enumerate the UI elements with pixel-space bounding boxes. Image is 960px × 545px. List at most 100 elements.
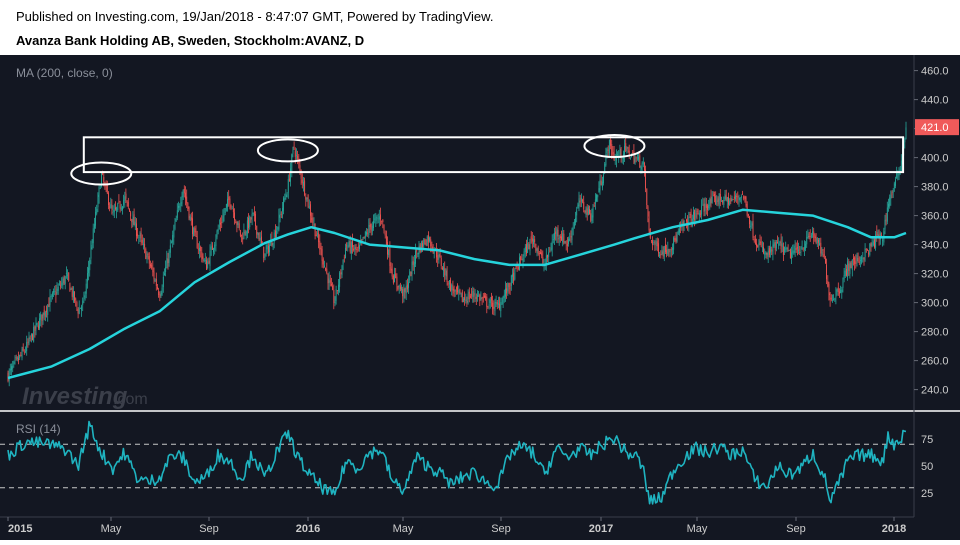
candle-body <box>811 235 812 237</box>
candle-body <box>287 179 289 193</box>
candle-body <box>301 179 303 184</box>
candle-body <box>615 155 617 161</box>
candle-body <box>739 197 741 201</box>
candle-body <box>758 243 760 247</box>
highlight-ellipse <box>256 138 319 163</box>
candle-body <box>182 189 184 198</box>
candle-body <box>789 249 791 259</box>
candle-body <box>840 290 842 293</box>
candle-body <box>778 243 780 246</box>
candle-body <box>608 139 610 154</box>
candle-body <box>74 291 75 302</box>
candle-body <box>113 209 115 213</box>
candle-body <box>590 213 592 221</box>
candle-body <box>700 213 701 215</box>
candle-body <box>446 270 448 282</box>
candle-body <box>8 370 10 381</box>
candle-body <box>870 243 872 247</box>
candle-body <box>398 285 400 288</box>
candle-body <box>559 236 561 238</box>
candle-body <box>702 204 704 206</box>
candle-body <box>85 283 87 294</box>
candle-body <box>791 252 792 260</box>
time-tick-label: May <box>393 523 414 535</box>
candle-body <box>521 259 523 260</box>
candle-body <box>839 291 840 294</box>
candle-body <box>487 306 489 308</box>
candle-body <box>354 247 356 250</box>
candle-body <box>484 295 485 298</box>
price-tick-label: 440.0 <box>921 95 949 107</box>
candle-body <box>410 271 412 277</box>
candle-body <box>20 355 22 356</box>
candle-body <box>224 208 226 213</box>
candle-body <box>146 255 148 258</box>
candle-body <box>806 236 808 245</box>
candle-body <box>334 301 336 303</box>
candle-body <box>865 249 867 250</box>
candle-body <box>368 225 370 235</box>
candle-body <box>676 234 678 242</box>
candle-body <box>868 252 870 255</box>
time-tick-label: Sep <box>786 523 806 535</box>
candle-body <box>213 248 214 253</box>
candle-body <box>284 197 286 201</box>
candle-body <box>683 221 685 225</box>
candle-body <box>197 248 199 250</box>
candle-body <box>848 263 850 272</box>
candle-body <box>842 282 844 288</box>
candle-body <box>9 368 11 371</box>
candle-body <box>115 207 116 210</box>
candle-body <box>728 197 729 205</box>
candle-body <box>278 215 280 230</box>
candle-body <box>569 238 571 241</box>
candle-body <box>47 304 49 315</box>
candle-body <box>461 291 463 303</box>
candle-body <box>252 212 254 214</box>
time-tick-label: May <box>101 523 122 535</box>
candle-body <box>413 262 415 268</box>
candle-body <box>243 230 245 239</box>
candle-body <box>665 244 666 252</box>
published-info: Published on Investing.com, 19/Jan/2018 … <box>16 9 494 24</box>
price-chart[interactable]: Investing .com 240.0 260.0 280.0 300.0 320.0… <box>0 55 960 540</box>
candle-body <box>548 252 550 257</box>
candle-body <box>466 301 468 303</box>
candle-body <box>445 269 447 277</box>
candle-body <box>573 221 575 227</box>
candle-body <box>364 231 366 238</box>
candle-body <box>768 248 770 255</box>
candle-body <box>705 204 707 208</box>
candle-body <box>171 242 172 244</box>
candle-body <box>626 147 628 149</box>
candle-body <box>207 261 209 268</box>
candle-body <box>33 326 35 342</box>
candle-body <box>181 196 183 204</box>
candle-body <box>430 239 432 247</box>
candle-body <box>753 238 755 241</box>
candle-body <box>122 206 123 210</box>
candle-body <box>808 235 810 238</box>
candle-body <box>279 214 281 218</box>
candle-body <box>599 179 601 191</box>
candle-body <box>88 267 89 274</box>
candle-body <box>864 248 866 257</box>
rsi-indicator-label: RSI (14) <box>16 422 61 436</box>
watermark-brand: Investing <box>22 383 128 410</box>
candle-body <box>305 196 307 200</box>
rsi-axis-ticks: 25 50 75 <box>921 434 933 500</box>
candle-body <box>708 204 710 209</box>
candle-body <box>363 236 365 238</box>
candle-body <box>524 246 526 253</box>
candle-body <box>527 243 529 253</box>
candle-body <box>406 284 408 290</box>
candle-body <box>321 248 323 261</box>
candle-body <box>303 181 304 186</box>
candle-body <box>738 197 740 200</box>
candle-body <box>147 253 149 256</box>
candle-body <box>195 231 197 237</box>
highlight-ellipse <box>583 134 646 158</box>
watermark: Investing .com <box>22 383 148 410</box>
candle-body <box>777 242 778 243</box>
chart-container[interactable]: Investing .com 240.0 260.0 280.0 300.0 320.0… <box>0 55 960 540</box>
